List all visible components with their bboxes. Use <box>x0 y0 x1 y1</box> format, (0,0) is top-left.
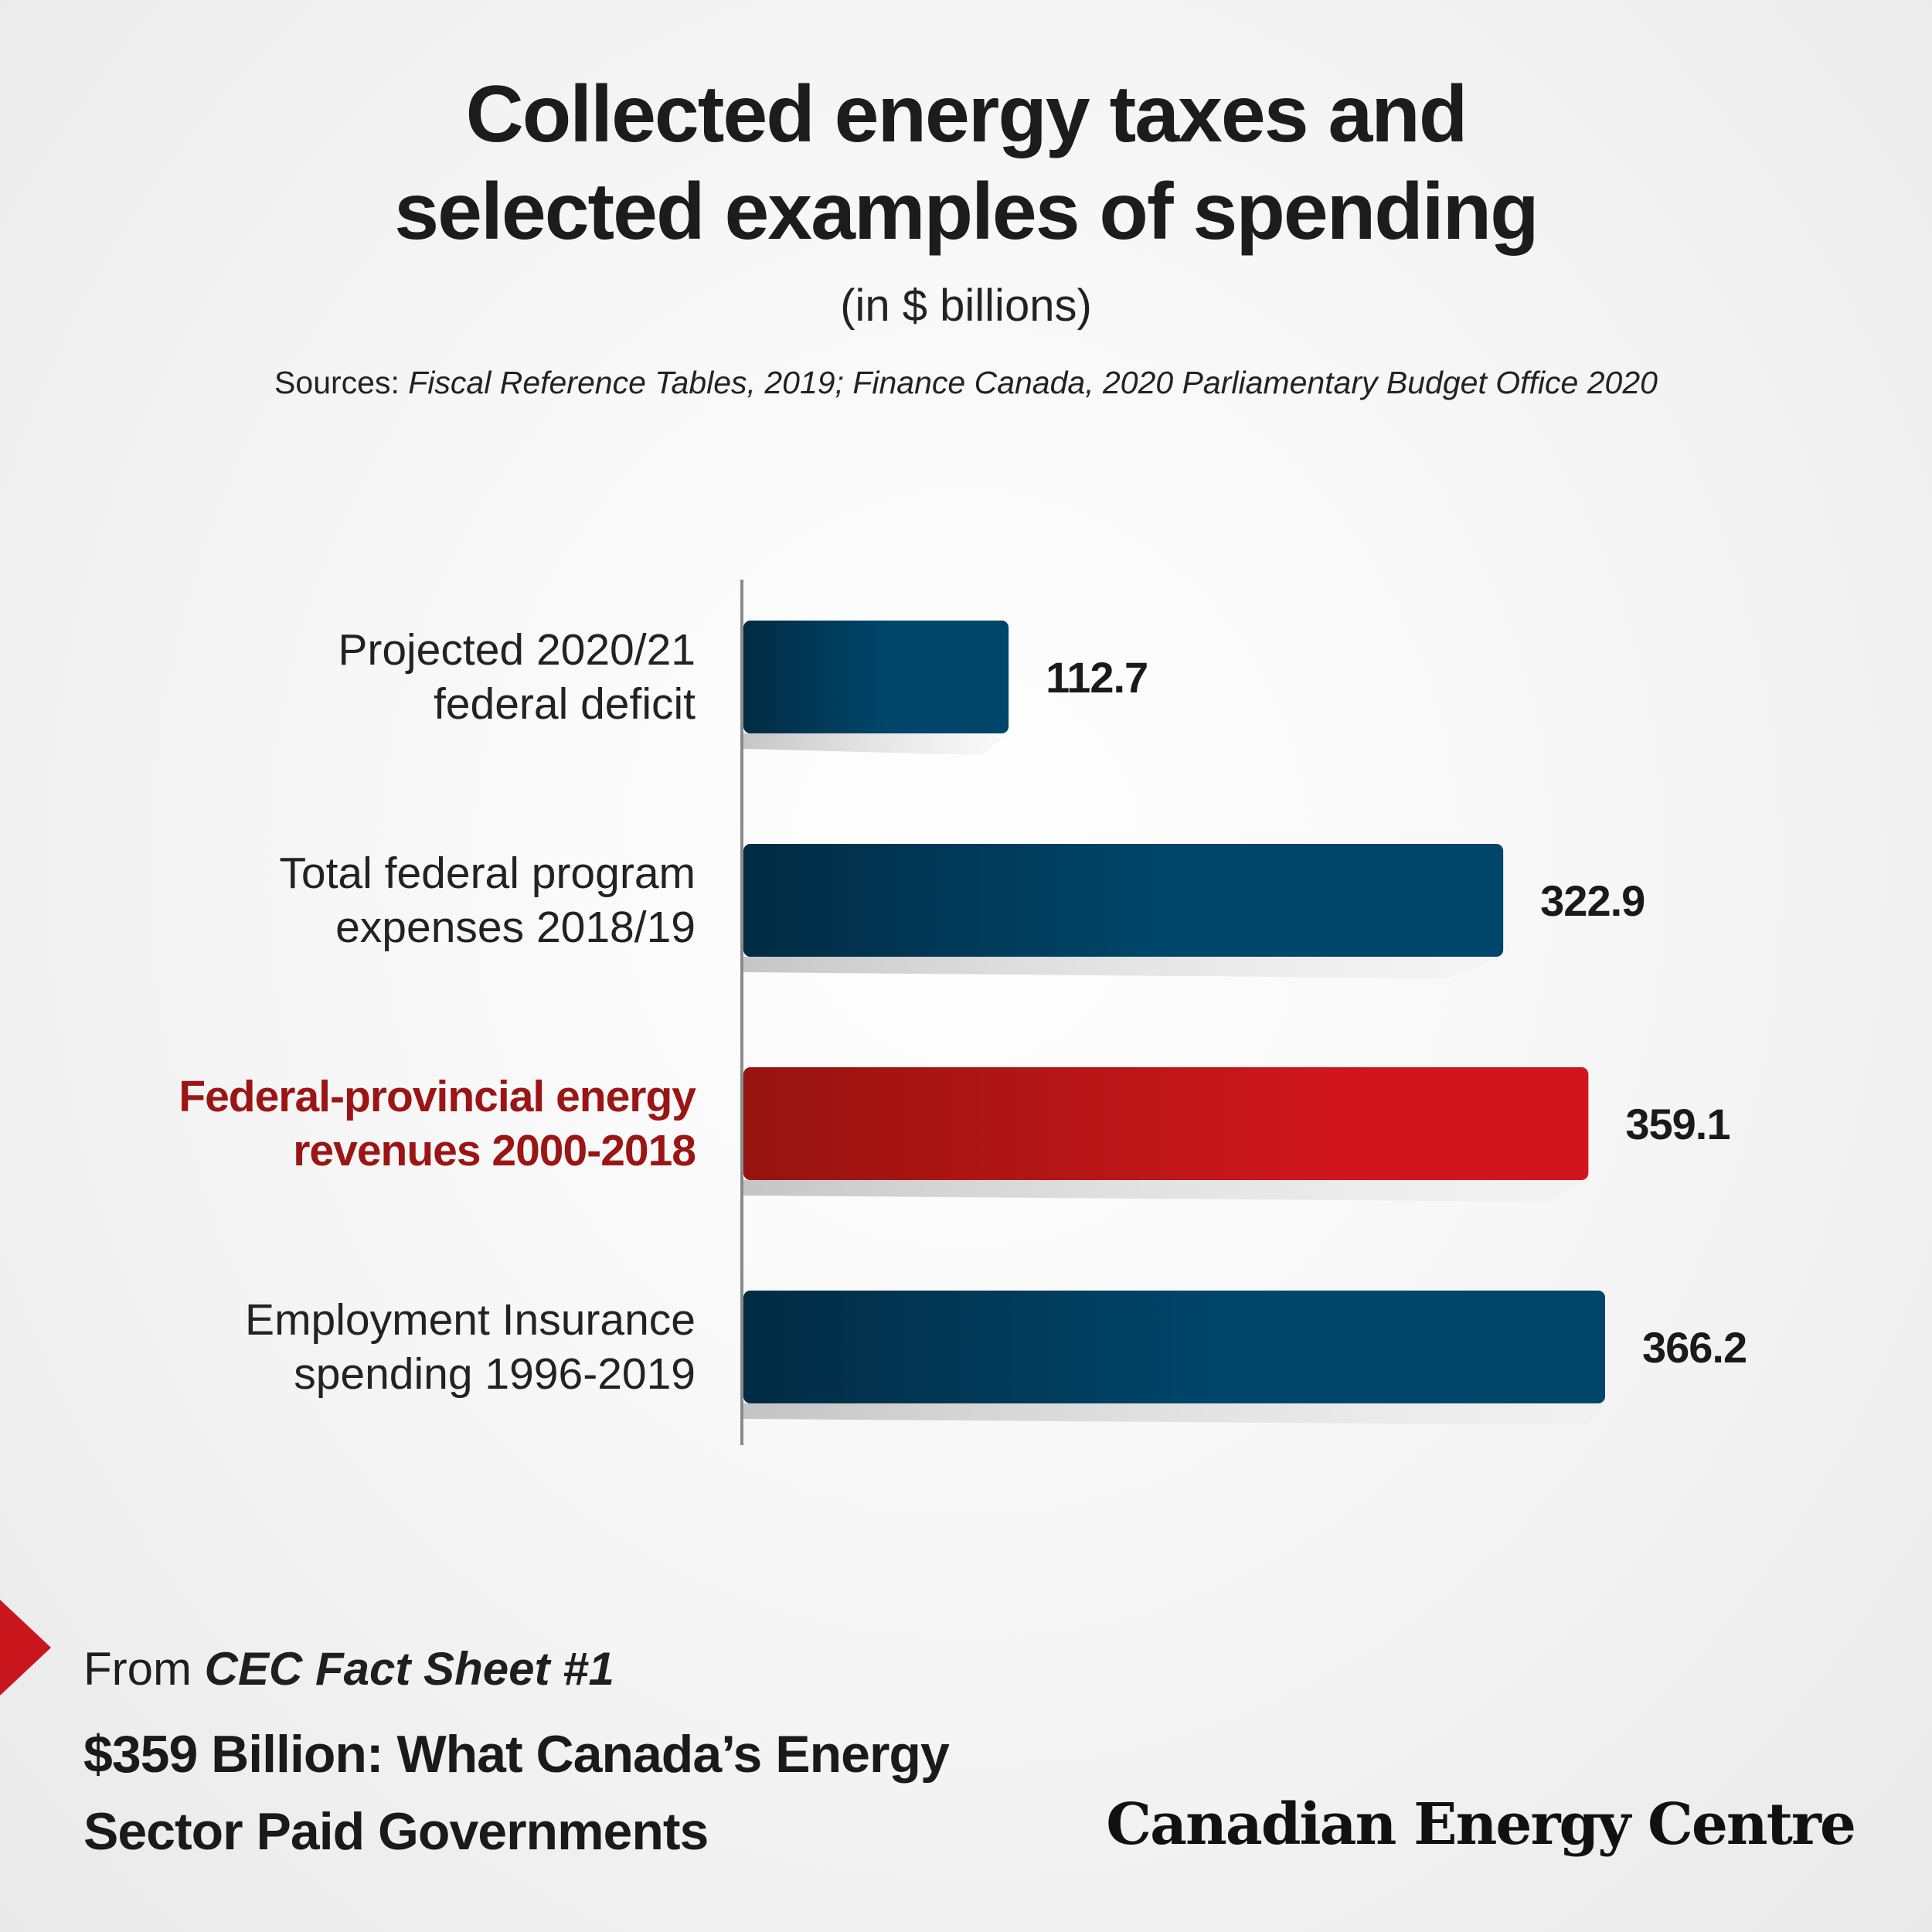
footer-from-prefix: From <box>83 1643 205 1695</box>
value-label-1: 112.7 <box>1046 653 1148 702</box>
category-label-line: Total federal program <box>279 849 696 898</box>
category-label-line: Federal-provincial energy <box>179 1072 696 1121</box>
category-label-line: spending 1996-2019 <box>294 1349 696 1399</box>
brand-logo: Canadian Energy Centre <box>1106 1791 1856 1858</box>
bar-3 <box>743 1067 1589 1180</box>
bar-shadow <box>743 1403 1605 1425</box>
chart-title-line-1: Collected energy taxes and <box>465 70 1468 159</box>
category-label-3: Federal-provincial energy revenues 2000-2… <box>0 1070 696 1178</box>
red-triangle-arrow-icon <box>0 1600 51 1696</box>
footer-from: From CEC Fact Sheet #1 <box>83 1642 614 1696</box>
value-label-3: 359.1 <box>1625 1100 1730 1148</box>
category-label-line: Employment Insurance <box>245 1295 696 1345</box>
category-label-line: revenues 2000-2018 <box>293 1126 696 1175</box>
category-label-1: Projected 2020/21 federal deficit <box>0 623 696 731</box>
value-label-4: 366.2 <box>1642 1323 1747 1372</box>
sources-prefix: Sources: <box>274 365 409 400</box>
sources-note: Sources: Fiscal Reference Tables, 2019; … <box>0 365 1932 401</box>
chart-title-line-2: selected examples of spending <box>394 167 1539 257</box>
bar-4 <box>743 1291 1605 1403</box>
category-label-line: expenses 2018/19 <box>335 903 696 952</box>
chart-title: Collected energy taxes and selected exam… <box>0 66 1932 260</box>
fact-sheet-name: CEC Fact Sheet #1 <box>204 1643 614 1695</box>
bar-shadow <box>743 1180 1589 1202</box>
category-label-line: federal deficit <box>433 679 696 729</box>
category-label-line: Projected 2020/21 <box>338 625 696 675</box>
bar-shadow <box>743 957 1504 978</box>
fact-sheet-headline-line-1: $359 Billion: What Canada’s Energy <box>83 1725 950 1784</box>
fact-sheet-headline: $359 Billion: What Canada’s Energy Secto… <box>83 1716 1165 1870</box>
category-label-4: Employment Insurance spending 1996-2019 <box>0 1293 696 1401</box>
category-label-2: Total federal program expenses 2018/19 <box>0 846 696 954</box>
bar-2 <box>743 844 1504 957</box>
chart-subtitle: (in $ billions) <box>840 281 1092 331</box>
fact-sheet-headline-line-2: Sector Paid Governments <box>83 1802 709 1861</box>
sources-list: Fiscal Reference Tables, 2019; Finance C… <box>408 365 1658 400</box>
value-label-2: 322.9 <box>1540 876 1645 925</box>
bar-1 <box>743 621 1009 733</box>
bar-shadow <box>743 733 1009 755</box>
